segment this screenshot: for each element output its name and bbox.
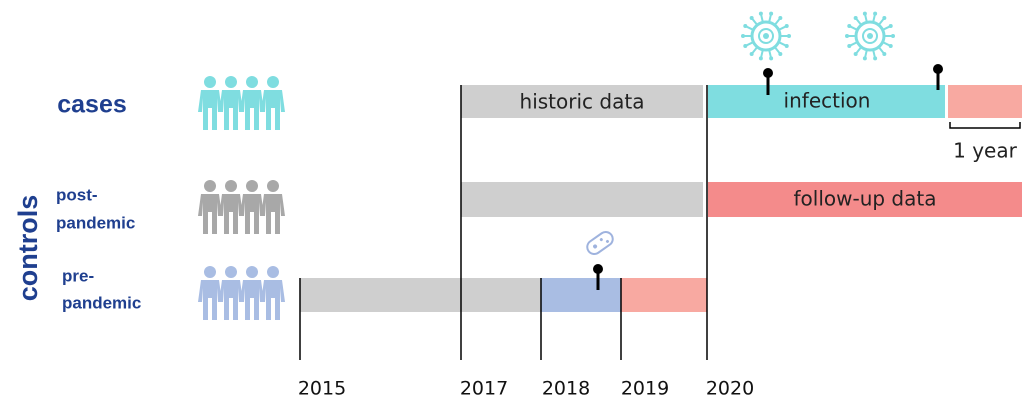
pin	[763, 68, 773, 95]
bar	[708, 85, 945, 118]
virus-icon	[845, 11, 895, 61]
year-label: 2015	[298, 378, 346, 400]
people-icon	[198, 180, 285, 234]
pre-label: pandemic	[62, 293, 141, 312]
bar	[541, 278, 621, 312]
bacterium-icon	[586, 230, 614, 256]
controls-label: controls	[13, 195, 43, 302]
bracket-label: 1 year	[953, 139, 1017, 163]
bar	[461, 182, 703, 217]
people-icon	[198, 266, 285, 320]
bar	[300, 278, 541, 312]
post-label: post-	[56, 185, 98, 204]
year-label: 2020	[706, 378, 754, 400]
bar	[621, 278, 707, 312]
people-icon	[198, 76, 285, 130]
virus-icon	[741, 11, 791, 61]
bar	[461, 85, 703, 118]
bar-label: infection	[784, 89, 871, 113]
pin	[933, 64, 943, 90]
year-label: 2018	[542, 378, 590, 400]
post-label: pandemic	[56, 213, 135, 232]
year-label: 2017	[460, 378, 508, 400]
pre-label: pre-	[62, 266, 94, 285]
bar-label: follow-up data	[794, 187, 937, 211]
pin	[593, 264, 603, 290]
bar-label: historic data	[520, 90, 645, 114]
bracket	[949, 122, 1021, 129]
cases-label: cases	[57, 91, 127, 119]
year-label: 2019	[621, 378, 669, 400]
bar	[948, 85, 1022, 118]
bar	[708, 182, 1022, 217]
